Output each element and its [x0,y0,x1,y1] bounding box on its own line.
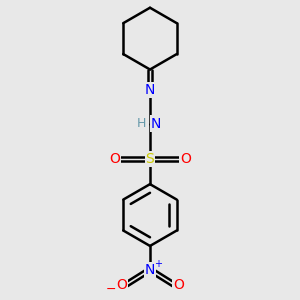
Text: O: O [109,152,120,166]
Text: O: O [116,278,127,292]
Text: S: S [146,152,154,166]
Text: O: O [173,278,184,292]
Text: −: − [106,283,117,296]
Text: H: H [137,117,146,130]
Text: O: O [180,152,191,166]
Text: N: N [145,263,155,277]
Text: N: N [145,83,155,97]
Text: N: N [151,117,161,130]
Text: +: + [154,259,162,269]
